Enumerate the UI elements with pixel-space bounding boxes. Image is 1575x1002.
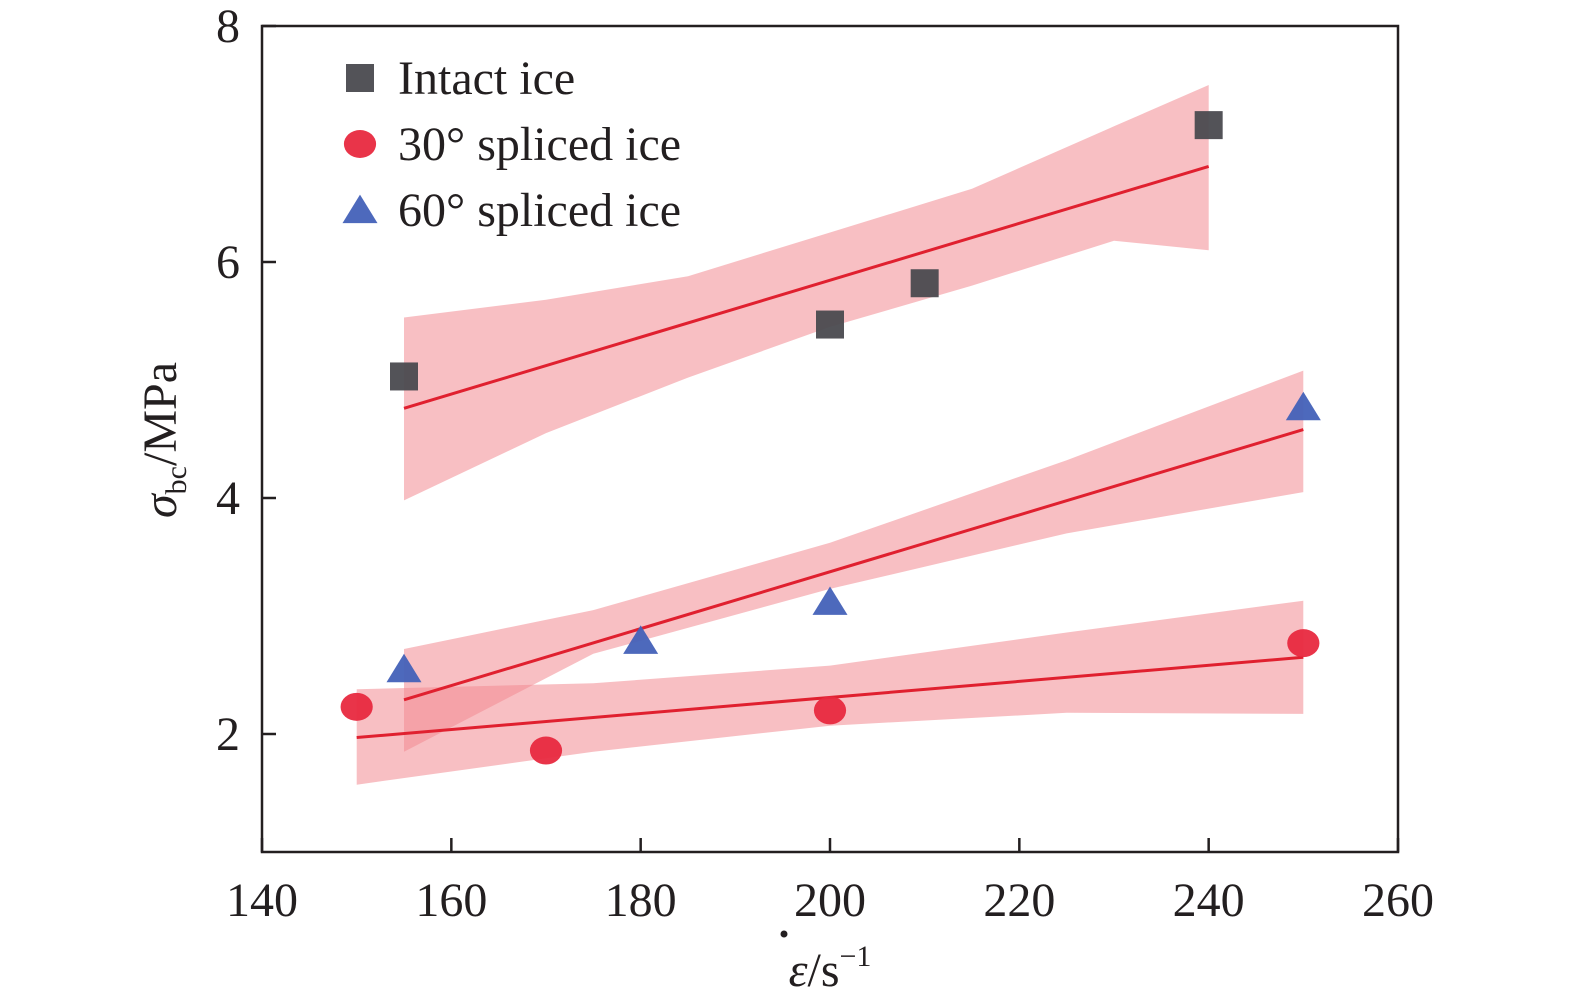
- x-tick-label: 240: [1173, 874, 1245, 927]
- y-axis-title: σbc/MPa: [134, 362, 193, 518]
- point-30deg-spliced-ice-0: [340, 692, 373, 721]
- point-60deg-spliced-ice-1: [623, 625, 659, 654]
- point-intact-ice-2: [910, 269, 939, 298]
- y-tick-label: 2: [216, 708, 240, 761]
- point-intact-ice-0: [390, 362, 418, 391]
- y-axis-ticks: 2 4 6 8: [216, 0, 276, 761]
- point-30deg-spliced-ice-2: [813, 696, 847, 725]
- confidence-band-30deg-spliced-ice: [356, 600, 1304, 785]
- legend-marker-30deg-spliced-ice: [343, 130, 377, 158]
- y-axis-subscript: bc: [160, 466, 193, 494]
- x-axis-title: ε/s−1: [780, 930, 872, 997]
- point-60deg-spliced-ice-3: [1285, 391, 1321, 421]
- y-axis-symbol: σ: [134, 492, 187, 518]
- point-30deg-spliced-ice-3: [1287, 629, 1320, 658]
- legend-marker-intact-ice: [346, 64, 374, 92]
- fit-line-60deg-spliced-ice: [403, 428, 1304, 702]
- x-tick-label: 200: [794, 874, 866, 927]
- point-intact-ice-1: [816, 310, 844, 339]
- x-tick-label: 140: [226, 874, 298, 927]
- y-axis-unit: /MPa: [134, 362, 187, 466]
- legend-label-60deg-spliced-ice: 60° spliced ice: [398, 184, 681, 237]
- x-axis-dot-accent: [780, 930, 788, 938]
- x-tick-label: 260: [1362, 874, 1434, 927]
- y-tick-label: 4: [216, 472, 240, 525]
- point-30deg-spliced-ice-1: [529, 736, 563, 765]
- fit-line-intact-ice: [403, 164, 1210, 410]
- legend-marker-60deg-spliced-ice: [342, 194, 378, 224]
- x-axis-symbol: ε: [789, 944, 808, 997]
- svg-text:σbc/MPa: σbc/MPa: [134, 362, 193, 518]
- legend-label-30deg-spliced-ice: 30° spliced ice: [398, 118, 681, 171]
- x-tick-label: 160: [415, 874, 487, 927]
- point-60deg-spliced-ice-2: [812, 586, 848, 615]
- confidence-band-intact-ice: [404, 85, 1209, 501]
- y-tick-label: 8: [216, 0, 240, 53]
- x-tick-label: 180: [605, 874, 677, 927]
- point-intact-ice-3: [1194, 111, 1223, 140]
- data-points: [340, 111, 1321, 765]
- x-axis-unit: /s: [807, 944, 839, 997]
- x-axis-unit-exponent: −1: [840, 940, 872, 973]
- confidence-bands: [356, 85, 1304, 785]
- legend-label-intact-ice: Intact ice: [398, 52, 575, 105]
- y-tick-label: 6: [216, 236, 240, 289]
- x-axis-ticks: 140 160 180 200 220 240 260: [226, 838, 1434, 927]
- x-tick-label: 220: [983, 874, 1055, 927]
- confidence-band-60deg-spliced-ice: [404, 370, 1304, 752]
- svg-text:ε/s−1: ε/s−1: [789, 940, 872, 997]
- point-60deg-spliced-ice-0: [386, 653, 422, 683]
- legend: Intact ice 30° spliced ice 60° spliced ice: [342, 52, 681, 237]
